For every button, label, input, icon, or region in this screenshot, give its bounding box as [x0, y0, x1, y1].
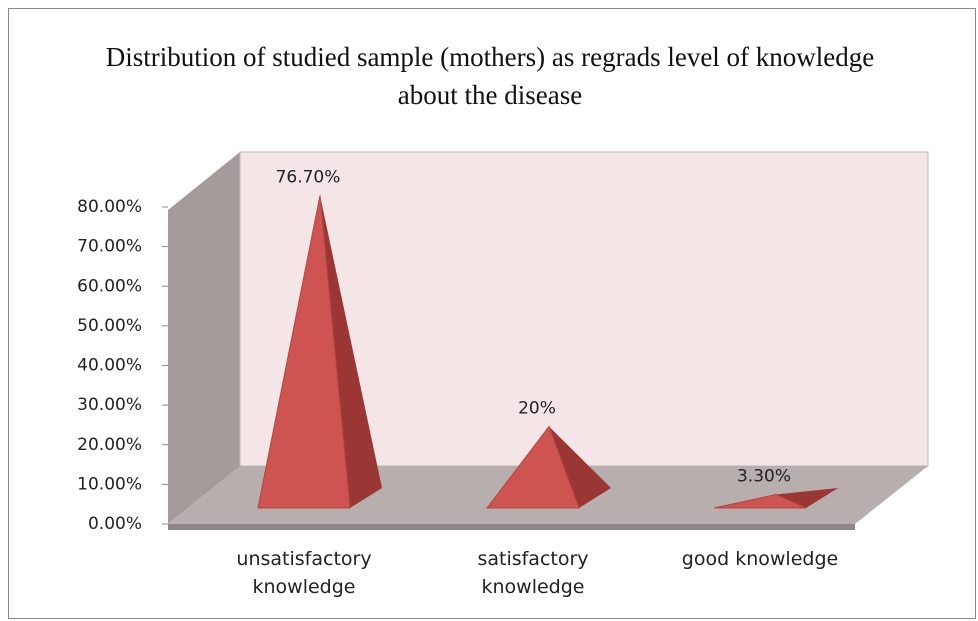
floor-edge	[168, 524, 855, 530]
x-tick-label: good knowledge	[681, 548, 839, 570]
chart-frame	[8, 8, 976, 619]
pyramid-side	[549, 426, 611, 508]
y-tick-label: 20.00%	[77, 435, 142, 455]
value-label: 20%	[518, 399, 556, 419]
x-tick-label: satisfactory knowledge	[477, 548, 589, 598]
pyramid-front	[485, 425, 580, 509]
y-tick-label: 50.00%	[77, 316, 142, 336]
y-tick-label: 10.00%	[77, 474, 142, 494]
value-label: 3.30%	[737, 467, 791, 487]
side-wall	[168, 152, 240, 524]
y-tick-label: 30.00%	[77, 395, 142, 415]
y-tick-label: 70.00%	[77, 237, 142, 257]
x-tick-label: unsatisfactory knowledge	[236, 548, 372, 598]
y-tick-label: 0.00%	[88, 514, 142, 534]
pyramid-side	[776, 488, 838, 508]
y-tick-label: 40.00%	[77, 356, 142, 376]
y-tick-label: 80.00%	[77, 197, 142, 217]
y-tick-label: 60.00%	[77, 276, 142, 296]
chart-title: Distribution of studied sample (mothers)…	[105, 42, 875, 110]
value-label: 76.70%	[276, 167, 341, 187]
pyramid-front	[713, 494, 807, 509]
pyramid-front	[257, 195, 351, 509]
pyramid-side	[320, 195, 382, 508]
